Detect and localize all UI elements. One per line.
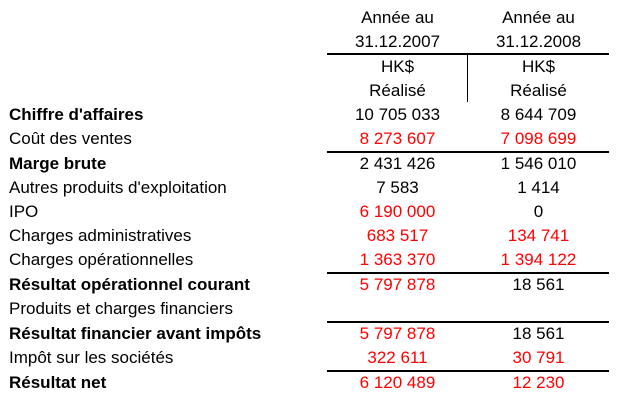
row-label-autres-produits: Autres produits d'exploitation — [9, 178, 227, 197]
row-label-charges-operationnelles: Charges opérationnelles — [9, 250, 194, 269]
subtotal-rule — [327, 151, 609, 153]
row-value-2007 — [327, 297, 468, 321]
row-value-2008: 8 644 709 — [500, 105, 577, 124]
row-label-ipo: IPO — [9, 202, 39, 221]
row-label-resultat-net: Résultat net — [9, 373, 107, 392]
header-rule — [327, 53, 609, 55]
col2-currency: HK$ — [521, 57, 556, 76]
row-label-impot-societes: Impôt sur les sociétés — [9, 348, 174, 367]
row-value-2007: 683 517 — [366, 226, 429, 245]
row-value-2008: 30 791 — [512, 348, 565, 367]
col2-header-line1: Année au — [502, 8, 575, 27]
row-label-charges-administratives: Charges administratives — [9, 226, 192, 245]
row-value-2008: 18 561 — [512, 275, 565, 294]
row-label-resultat-operationnel: Résultat opérationnel courant — [9, 275, 250, 294]
col2-header-line2: 31.12.2008 — [495, 32, 582, 51]
col1-currency: HK$ — [380, 57, 415, 76]
row-label-produits-charges-financiers: Produits et charges financiers — [9, 299, 233, 318]
subtotal-rule — [327, 321, 609, 323]
row-value-2008: 12 230 — [512, 373, 565, 392]
row-label-marge-brute: Marge brute — [9, 154, 107, 173]
row-value-2007: 2 431 426 — [359, 154, 436, 173]
subtotal-rule — [327, 272, 609, 274]
row-label-cout-ventes: Coût des ventes — [9, 129, 132, 148]
row-label-chiffre-affaires: Chiffre d'affaires — [9, 105, 144, 124]
row-value-2007: 1 363 370 — [359, 250, 436, 269]
col2-status: Réalisé — [510, 81, 567, 100]
row-value-2007: 10 705 033 — [354, 105, 441, 124]
col1-header-line1: Année au — [361, 8, 434, 27]
row-value-2007: 6 120 489 — [359, 373, 436, 392]
row-value-2007: 6 190 000 — [359, 202, 436, 221]
row-value-2008: 1 414 — [517, 178, 560, 197]
row-value-2008: 7 098 699 — [500, 129, 577, 148]
row-value-2008 — [468, 297, 609, 321]
row-value-2007: 8 273 607 — [359, 129, 436, 148]
row-value-2008: 134 741 — [507, 226, 570, 245]
row-value-2007: 5 797 878 — [359, 275, 436, 294]
row-value-2008: 0 — [533, 202, 544, 221]
row-label-resultat-financier: Résultat financier avant impôts — [9, 324, 262, 343]
row-value-2007: 7 583 — [376, 178, 419, 197]
row-value-2007: 322 611 — [367, 348, 428, 367]
total-rule — [327, 370, 609, 372]
header-column-divider — [467, 54, 468, 102]
row-value-2008: 1 394 122 — [500, 250, 577, 269]
row-value-2007: 5 797 878 — [359, 324, 436, 343]
col1-status: Réalisé — [369, 81, 426, 100]
row-value-2008: 1 546 010 — [500, 154, 577, 173]
col1-header-line2: 31.12.2007 — [354, 32, 441, 51]
row-value-2008: 18 561 — [512, 324, 565, 343]
